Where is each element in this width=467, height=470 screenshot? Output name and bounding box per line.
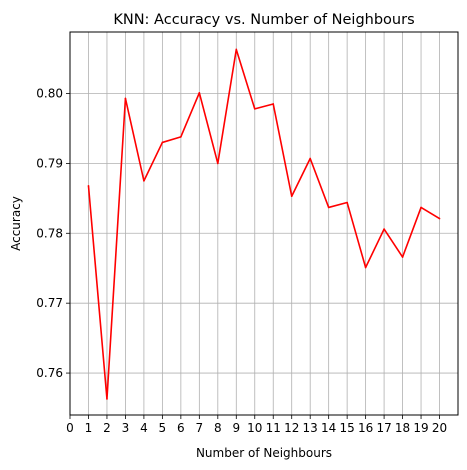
x-tick-label: 1 <box>85 421 93 435</box>
x-tick-label: 2 <box>103 421 111 435</box>
data-point <box>106 398 108 400</box>
x-tick-label: 3 <box>122 421 130 435</box>
x-tick-label: 4 <box>140 421 148 435</box>
series-line <box>87 48 440 400</box>
x-tick-label: 5 <box>159 421 167 435</box>
y-tick-label: 0.77 <box>36 296 63 310</box>
plot-frame <box>69 31 459 416</box>
data-point <box>253 108 256 110</box>
data-point <box>198 92 201 94</box>
data-point <box>180 136 182 138</box>
x-tick-label: 19 <box>413 421 428 435</box>
x-tick-label: 8 <box>214 421 222 435</box>
data-point <box>401 256 404 258</box>
data-point <box>290 195 293 198</box>
x-tick-label: 14 <box>321 421 336 435</box>
y-tick-label: 0.80 <box>36 87 63 101</box>
grid-lines <box>69 32 458 415</box>
x-tick-label: 15 <box>340 421 355 435</box>
x-tick-label: 13 <box>303 421 318 435</box>
x-tick-label: 16 <box>358 421 373 435</box>
data-point <box>420 206 422 209</box>
x-tick-label: 9 <box>232 421 240 435</box>
x-tick-label: 6 <box>177 421 185 435</box>
data-point <box>327 206 330 209</box>
y-axis-label: Accuracy <box>9 196 23 251</box>
x-tick-label: 12 <box>284 421 299 435</box>
x-tick-label: 18 <box>395 421 410 435</box>
series-layer <box>87 48 441 400</box>
data-point <box>161 141 164 144</box>
x-tick-label: 7 <box>196 421 204 435</box>
data-point <box>124 97 127 100</box>
data-point <box>309 157 311 160</box>
y-tick-label: 0.79 <box>36 156 63 170</box>
data-point <box>346 201 348 204</box>
x-tick-label: 10 <box>247 421 262 435</box>
y-tick-label: 0.78 <box>36 226 63 240</box>
data-point <box>87 184 90 187</box>
x-tick-label: 20 <box>432 421 447 435</box>
x-tick-label: 11 <box>266 421 281 435</box>
data-point <box>364 266 367 269</box>
data-point <box>143 180 145 182</box>
x-axis-label: Number of Neighbours <box>196 446 332 460</box>
data-point <box>383 228 385 230</box>
y-tick-label: 0.76 <box>36 366 63 380</box>
chart-title: KNN: Accuracy vs. Number of Neighbours <box>113 12 414 28</box>
data-point <box>438 217 441 220</box>
x-tick-label: 17 <box>376 421 391 435</box>
data-point <box>272 103 275 105</box>
data-point <box>217 162 219 165</box>
data-point <box>235 48 238 51</box>
axis-ticks: 0 1 2 3 4 5 6 7 8 9 10 11 12 13 14 15 16 17 18 19 200.760.77… <box>36 87 447 435</box>
x-tick-label: 0 <box>66 421 74 435</box>
